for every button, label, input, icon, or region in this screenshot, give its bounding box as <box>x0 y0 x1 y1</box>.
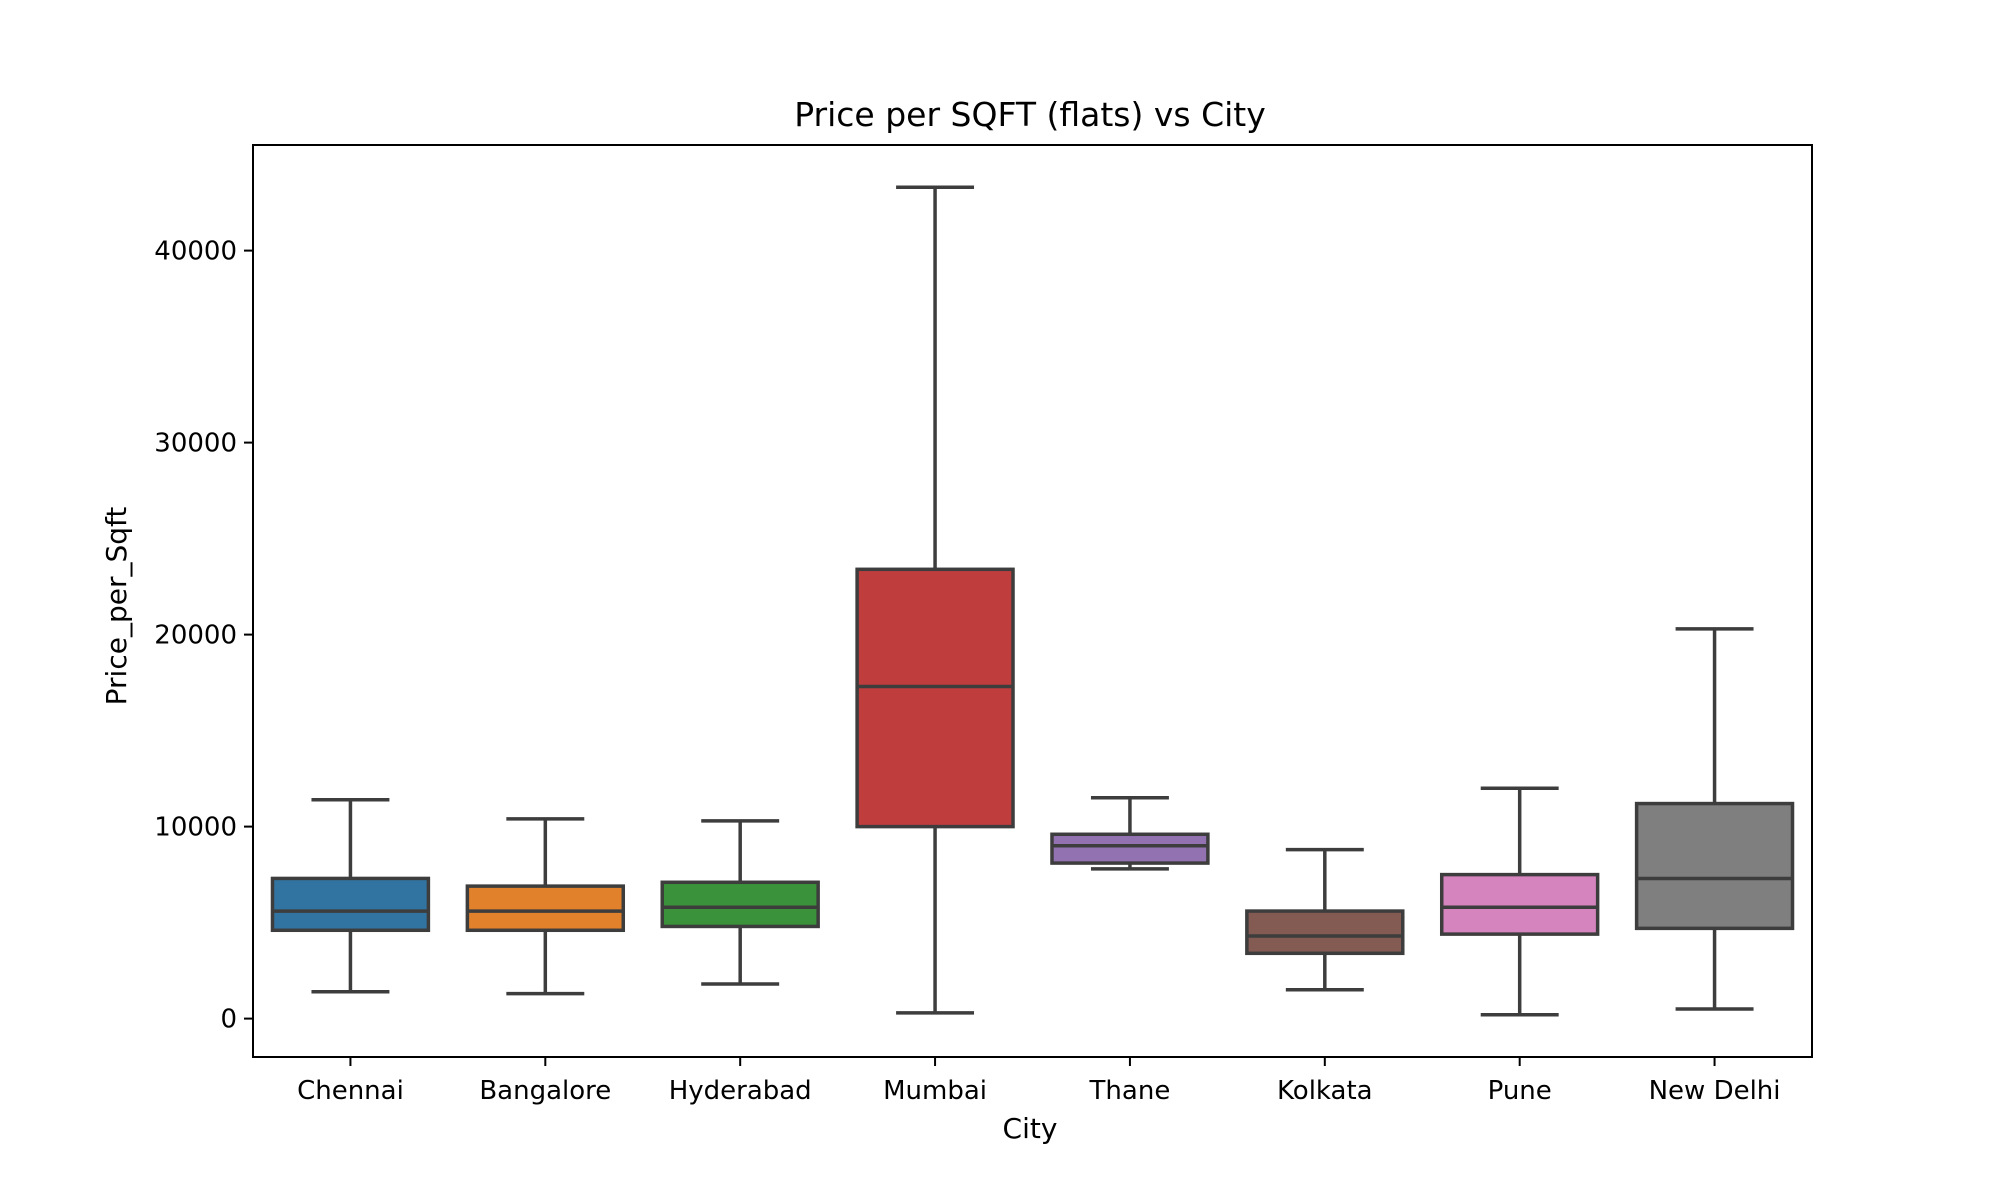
chart-title: Price per SQFT (flats) vs City <box>794 95 1266 134</box>
box-body <box>270 876 431 933</box>
box-pune <box>1439 786 1600 1017</box>
box-body <box>465 884 626 933</box>
y-tick-label: 0 <box>220 1005 237 1035</box>
box-new-delhi <box>1634 627 1795 1011</box>
box-body <box>1634 801 1795 931</box>
x-tick-label: Thane <box>1089 1076 1171 1106</box>
box-hyderabad <box>660 819 820 986</box>
box-body <box>1050 832 1210 865</box>
y-tick-label: 10000 <box>154 813 237 843</box>
x-axis-title: City <box>1003 1112 1058 1145</box>
box-body <box>1245 909 1405 956</box>
x-axis: Chennai Bangalore Hyderabad Mumbai Thane Kolk… <box>297 1057 1781 1106</box>
x-tick-label: Mumbai <box>883 1076 987 1106</box>
box-body <box>855 567 1015 829</box>
x-tick-label: Chennai <box>297 1076 404 1106</box>
y-axis-title: Price_per_Sqft <box>100 507 133 706</box>
y-tick-label: 20000 <box>154 621 237 651</box>
x-tick-label: New Delhi <box>1649 1076 1781 1106</box>
x-tick-label: Pune <box>1488 1076 1552 1106</box>
plot-area-frame <box>252 144 1813 1058</box>
y-tick-label: 40000 <box>154 237 237 267</box>
box-body <box>1439 872 1600 936</box>
y-axis: 0 10000 20000 30000 40000 <box>154 237 253 1035</box>
box-body <box>660 880 820 929</box>
box-kolkata <box>1245 847 1405 992</box>
box-chennai <box>270 797 431 994</box>
box-mumbai <box>855 185 1015 1015</box>
boxes-group <box>270 185 1795 1017</box>
x-tick-label: Hyderabad <box>669 1076 812 1106</box>
x-tick-label: Bangalore <box>479 1076 611 1106</box>
x-tick-label: Kolkata <box>1277 1076 1373 1106</box>
box-thane <box>1050 796 1210 871</box>
box-bangalore <box>465 817 626 996</box>
y-tick-label: 30000 <box>154 429 237 459</box>
